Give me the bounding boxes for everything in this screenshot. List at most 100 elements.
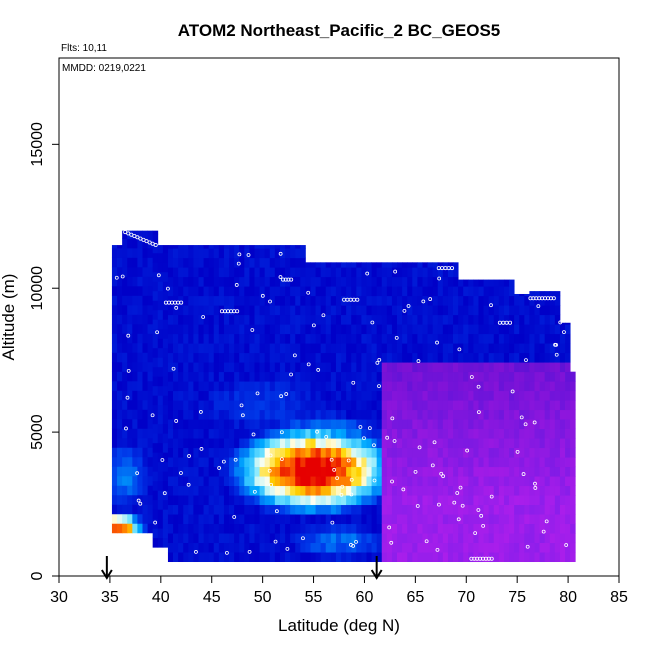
heatmap-cell — [193, 381, 199, 392]
heatmap-cell — [432, 314, 439, 325]
heatmap-cell — [183, 248, 189, 259]
heatmap-cell — [183, 390, 189, 401]
heatmap-cell — [198, 343, 204, 354]
heatmap-cell — [188, 542, 194, 553]
heatmap-cell — [570, 409, 576, 420]
heatmap-cell — [213, 333, 220, 344]
heatmap-cell — [239, 495, 245, 506]
heatmap-cell — [422, 381, 428, 392]
heatmap-cell — [259, 245, 266, 249]
heatmap-cell — [565, 485, 571, 496]
heatmap-cell — [208, 286, 215, 297]
heatmap-cell — [524, 371, 530, 382]
heatmap-cell — [178, 438, 184, 449]
heatmap-cell — [544, 476, 551, 487]
heatmap-cell — [427, 314, 434, 325]
heatmap-cell — [157, 357, 164, 368]
heatmap-cell — [386, 381, 393, 392]
heatmap-cell — [167, 438, 174, 449]
heatmap-cell — [381, 495, 388, 506]
heatmap-cell — [167, 324, 174, 335]
heatmap-cell — [122, 371, 128, 382]
heatmap-cell — [290, 457, 296, 468]
heatmap-cell — [442, 343, 449, 354]
heatmap-cell — [249, 352, 255, 363]
heatmap-cell — [310, 324, 316, 335]
heatmap-cell — [188, 295, 194, 306]
heatmap-cell — [351, 552, 357, 563]
track-point — [125, 395, 130, 400]
track-point — [476, 508, 481, 512]
heatmap-cell — [315, 390, 322, 401]
heatmap-cell — [254, 552, 260, 563]
heatmap-cell — [117, 247, 123, 258]
heatmap-cell — [356, 533, 362, 544]
heatmap-cell — [559, 409, 566, 420]
heatmap-cell — [315, 333, 322, 344]
heatmap-cell — [239, 514, 245, 525]
heatmap-cell — [229, 438, 235, 449]
heatmap-cell — [300, 542, 306, 553]
heatmap-cell — [361, 343, 367, 354]
heatmap-cell — [137, 399, 143, 410]
heatmap-cell — [529, 291, 535, 297]
heatmap-cell — [381, 305, 388, 316]
heatmap-cell — [351, 371, 357, 382]
heatmap-cell — [371, 504, 378, 515]
heatmap-cell — [122, 304, 128, 315]
heatmap-cell — [483, 533, 490, 544]
heatmap-cell — [259, 352, 266, 363]
heatmap-cell — [111, 245, 118, 249]
heatmap-cell — [534, 447, 540, 458]
heatmap-cell — [142, 428, 148, 439]
heatmap-cell — [208, 504, 215, 515]
heatmap-cell — [269, 314, 276, 325]
heatmap-cell — [330, 362, 337, 373]
heatmap-cell — [463, 523, 469, 534]
heatmap-cell — [341, 390, 347, 401]
heatmap-cell — [447, 504, 454, 515]
heatmap-cell — [188, 314, 194, 325]
heatmap-cell — [519, 293, 525, 297]
heatmap-cell — [351, 447, 357, 458]
heatmap-cell — [529, 428, 535, 439]
heatmap-cell — [442, 381, 449, 392]
heatmap-cell — [310, 333, 316, 344]
heatmap-cell — [320, 381, 327, 392]
heatmap-cell — [279, 245, 286, 249]
heatmap-cell — [437, 400, 444, 411]
heatmap-cell — [366, 286, 372, 297]
track-point — [201, 315, 206, 319]
heatmap-cell — [142, 323, 148, 334]
heatmap-cell — [122, 361, 128, 372]
heatmap-cell — [305, 352, 311, 363]
heatmap-cell — [188, 267, 194, 278]
heatmap-cell — [529, 324, 535, 335]
heatmap-cell — [483, 438, 490, 449]
heatmap-cell — [244, 495, 250, 506]
heatmap-cell — [295, 343, 301, 354]
heatmap-cell — [559, 552, 566, 563]
heatmap-cell — [453, 262, 459, 268]
heatmap-cell — [157, 537, 164, 548]
heatmap-cell — [544, 542, 551, 553]
heatmap-cell — [330, 324, 337, 335]
heatmap-cell — [183, 495, 189, 506]
heatmap-cell — [483, 447, 490, 458]
heatmap-cell — [325, 533, 332, 544]
heatmap-cell — [295, 286, 301, 297]
heatmap-cell — [152, 262, 159, 273]
heatmap-cell — [442, 447, 449, 458]
heatmap-cell — [417, 542, 423, 553]
heatmap-cell — [483, 286, 490, 297]
heatmap-cell — [554, 409, 561, 420]
heatmap-cell — [264, 533, 271, 544]
heatmap-cell — [167, 504, 174, 515]
heatmap-cell — [356, 390, 362, 401]
track-point — [510, 389, 515, 394]
heatmap-cell — [234, 514, 240, 525]
heatmap-cell — [274, 447, 281, 458]
heatmap-cell — [305, 333, 311, 344]
heatmap-cell — [234, 295, 240, 306]
heatmap-cell — [315, 419, 322, 430]
